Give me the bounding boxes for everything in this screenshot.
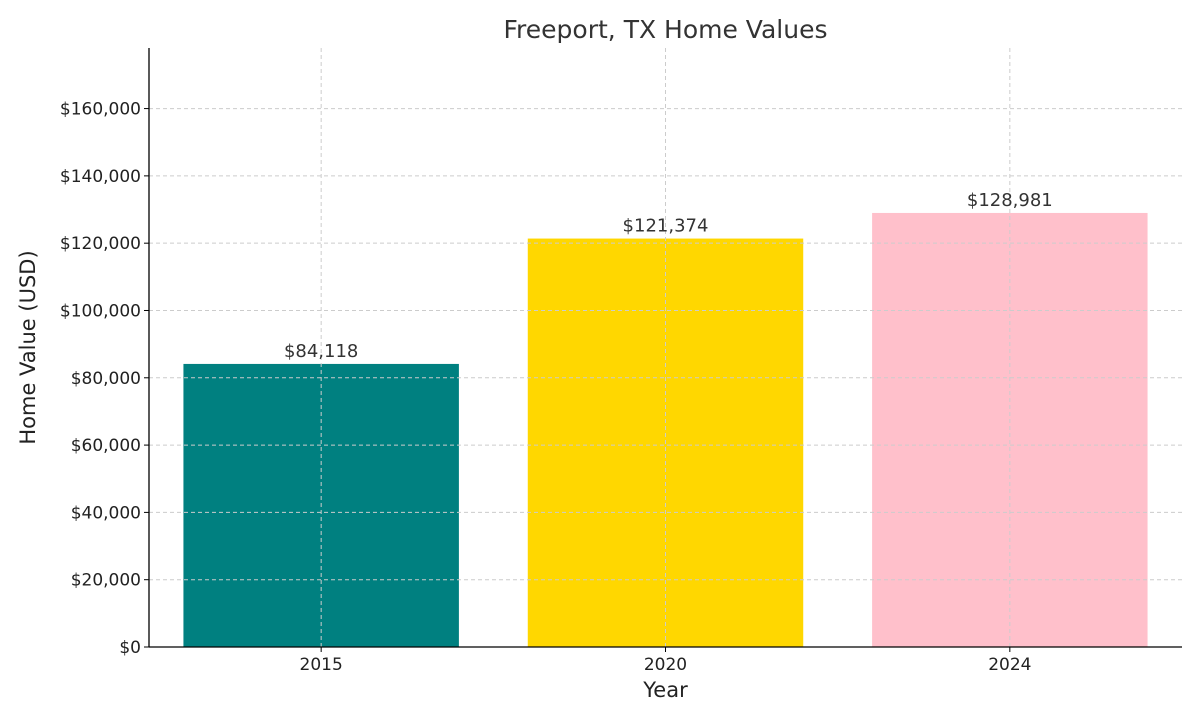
bar-value-label: $121,374 — [623, 216, 709, 237]
grid-layer — [149, 48, 1182, 647]
x-tick-label: 2020 — [644, 655, 687, 675]
y-tick-label: $20,000 — [71, 571, 141, 591]
chart-title: Freeport, TX Home Values — [504, 15, 828, 44]
x-tick-label: 2015 — [300, 655, 343, 675]
y-tick-label: $60,000 — [71, 436, 141, 456]
y-tick-label: $160,000 — [60, 100, 141, 120]
y-tick-labels: $0 $20,000 $40,000 $60,000 $80,000 $100,000 $1… — [60, 100, 149, 658]
y-tick-label: $140,000 — [60, 167, 141, 187]
x-tick-label: 2024 — [988, 655, 1031, 675]
y-tick-label: $120,000 — [60, 234, 141, 254]
y-tick-label: $40,000 — [71, 503, 141, 523]
bar-value-label: $84,118 — [284, 341, 358, 362]
bar-value-labels: $84,118 $121,374 $128,981 — [284, 190, 1053, 362]
y-tick-label: $80,000 — [71, 369, 141, 389]
x-tick-labels: 2015 2020 2024 — [300, 647, 1031, 675]
bar-value-label: $128,981 — [967, 190, 1053, 211]
y-axis-title: Home Value (USD) — [16, 250, 40, 444]
x-axis-title: Year — [642, 678, 688, 702]
y-tick-label: $0 — [119, 638, 141, 658]
y-tick-label: $100,000 — [60, 301, 141, 321]
